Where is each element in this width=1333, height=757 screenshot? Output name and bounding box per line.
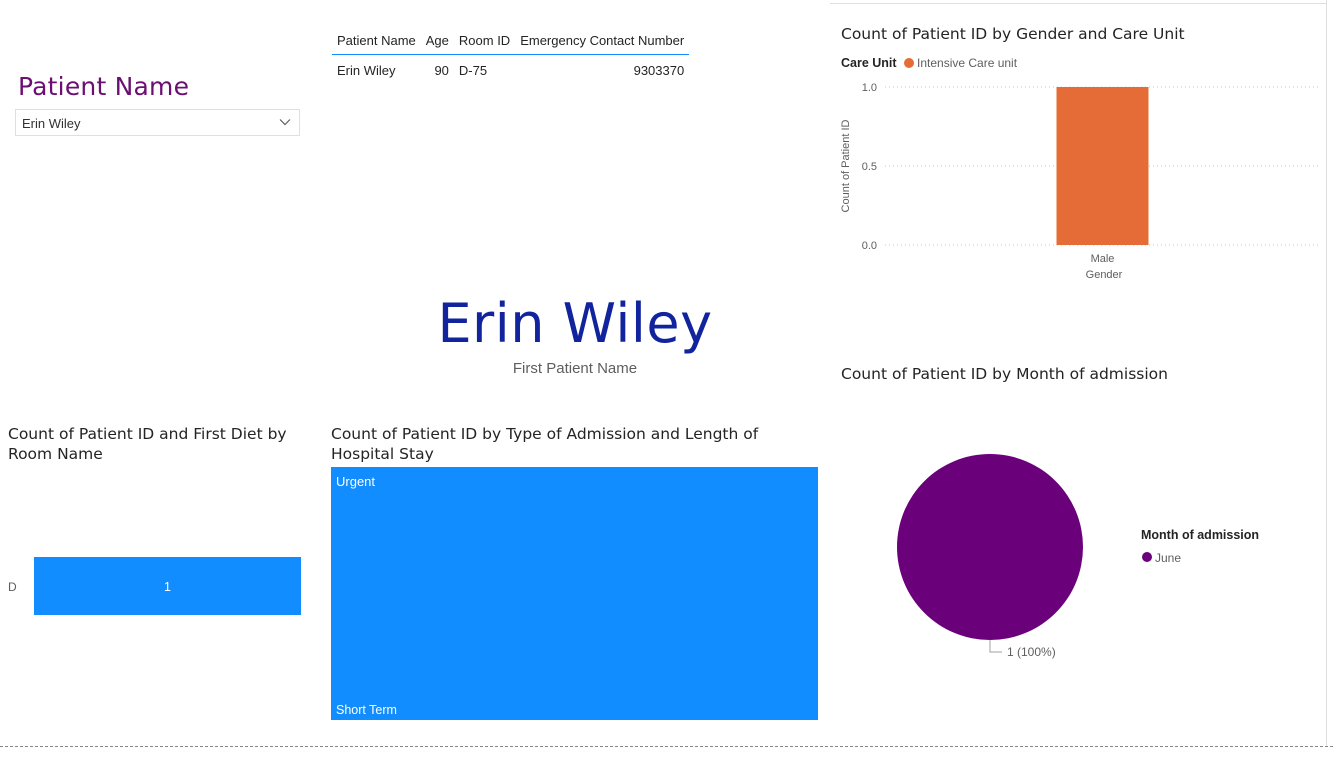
canvas-right-edge bbox=[1326, 0, 1327, 746]
card-label: First Patient Name bbox=[512, 360, 638, 377]
legend-marker bbox=[904, 58, 914, 68]
gender-chart: Care Unit Intensive Care unit 0.00.51.0 … bbox=[840, 56, 1320, 281]
chevron-down-icon[interactable] bbox=[279, 116, 291, 128]
table-header-row: Patient Name Age Room ID Emergency Conta… bbox=[332, 26, 690, 55]
diet-bar-chart: D 1 bbox=[8, 557, 301, 615]
pie-data-label: 1 (100%) bbox=[1007, 645, 1056, 659]
x-tick-label: Male bbox=[1091, 253, 1115, 265]
cell-emergency-contact: 9303370 bbox=[633, 62, 685, 78]
canvas-top-edge bbox=[830, 3, 1326, 4]
bar-data-label: 1 bbox=[164, 580, 171, 594]
legend-item[interactable]: June bbox=[1155, 551, 1181, 565]
category-label: D bbox=[8, 580, 17, 594]
diet-chart-title: Count of Patient ID and First Diet by Ro… bbox=[8, 425, 287, 463]
cell-patient-name: Erin Wiley bbox=[337, 62, 396, 78]
cell-age: 90 bbox=[434, 62, 449, 78]
patient-table: Patient Name Age Room ID Emergency Conta… bbox=[332, 26, 690, 86]
column-header[interactable]: Emergency Contact Number bbox=[515, 26, 690, 55]
legend-title: Care Unit bbox=[841, 56, 897, 70]
legend-item[interactable]: Intensive Care unit bbox=[917, 56, 1018, 70]
card-value: Erin Wiley bbox=[437, 292, 713, 355]
treemap-tile-urgent[interactable]: Urgent Short Term bbox=[331, 467, 818, 720]
y-tick-label: 0.5 bbox=[862, 161, 877, 173]
column-header[interactable]: Room ID bbox=[453, 26, 516, 55]
treemap-detail-label: Short Term bbox=[336, 703, 397, 717]
bar[interactable] bbox=[34, 557, 301, 615]
dropdown-selected-value: Erin Wiley bbox=[22, 116, 81, 131]
legend-title: Month of admission bbox=[1141, 528, 1259, 542]
y-tick-label: 0.0 bbox=[862, 240, 877, 252]
column-header[interactable]: Patient Name bbox=[332, 26, 421, 55]
slicer-title: Patient Name bbox=[18, 72, 190, 101]
cell-room-id: D-75 bbox=[458, 62, 488, 78]
y-axis-title: Count of Patient ID bbox=[840, 119, 852, 212]
page-bottom-border bbox=[0, 746, 1333, 747]
table-row[interactable]: Erin Wiley 90 D-75 9303370 bbox=[332, 55, 689, 86]
x-axis-title: Gender bbox=[1086, 269, 1123, 281]
month-chart-title: Count of Patient ID by Month of admissio… bbox=[841, 365, 1168, 383]
treemap-group-label: Urgent bbox=[336, 474, 376, 489]
patient-name-dropdown[interactable]: Erin Wiley bbox=[15, 109, 300, 136]
treemap-title: Count of Patient ID by Type of Admission… bbox=[331, 425, 759, 463]
pie-slice-june[interactable] bbox=[897, 454, 1083, 640]
gender-chart-title: Count of Patient ID by Gender and Care U… bbox=[841, 25, 1185, 43]
legend-marker bbox=[1142, 552, 1152, 562]
bar[interactable] bbox=[1056, 87, 1149, 245]
column-header[interactable]: Age bbox=[420, 26, 454, 55]
month-pie-chart: 1 (100%) Month of admission June bbox=[897, 454, 1259, 659]
y-tick-label: 1.0 bbox=[862, 82, 877, 94]
data-label-leader bbox=[989, 640, 1002, 653]
